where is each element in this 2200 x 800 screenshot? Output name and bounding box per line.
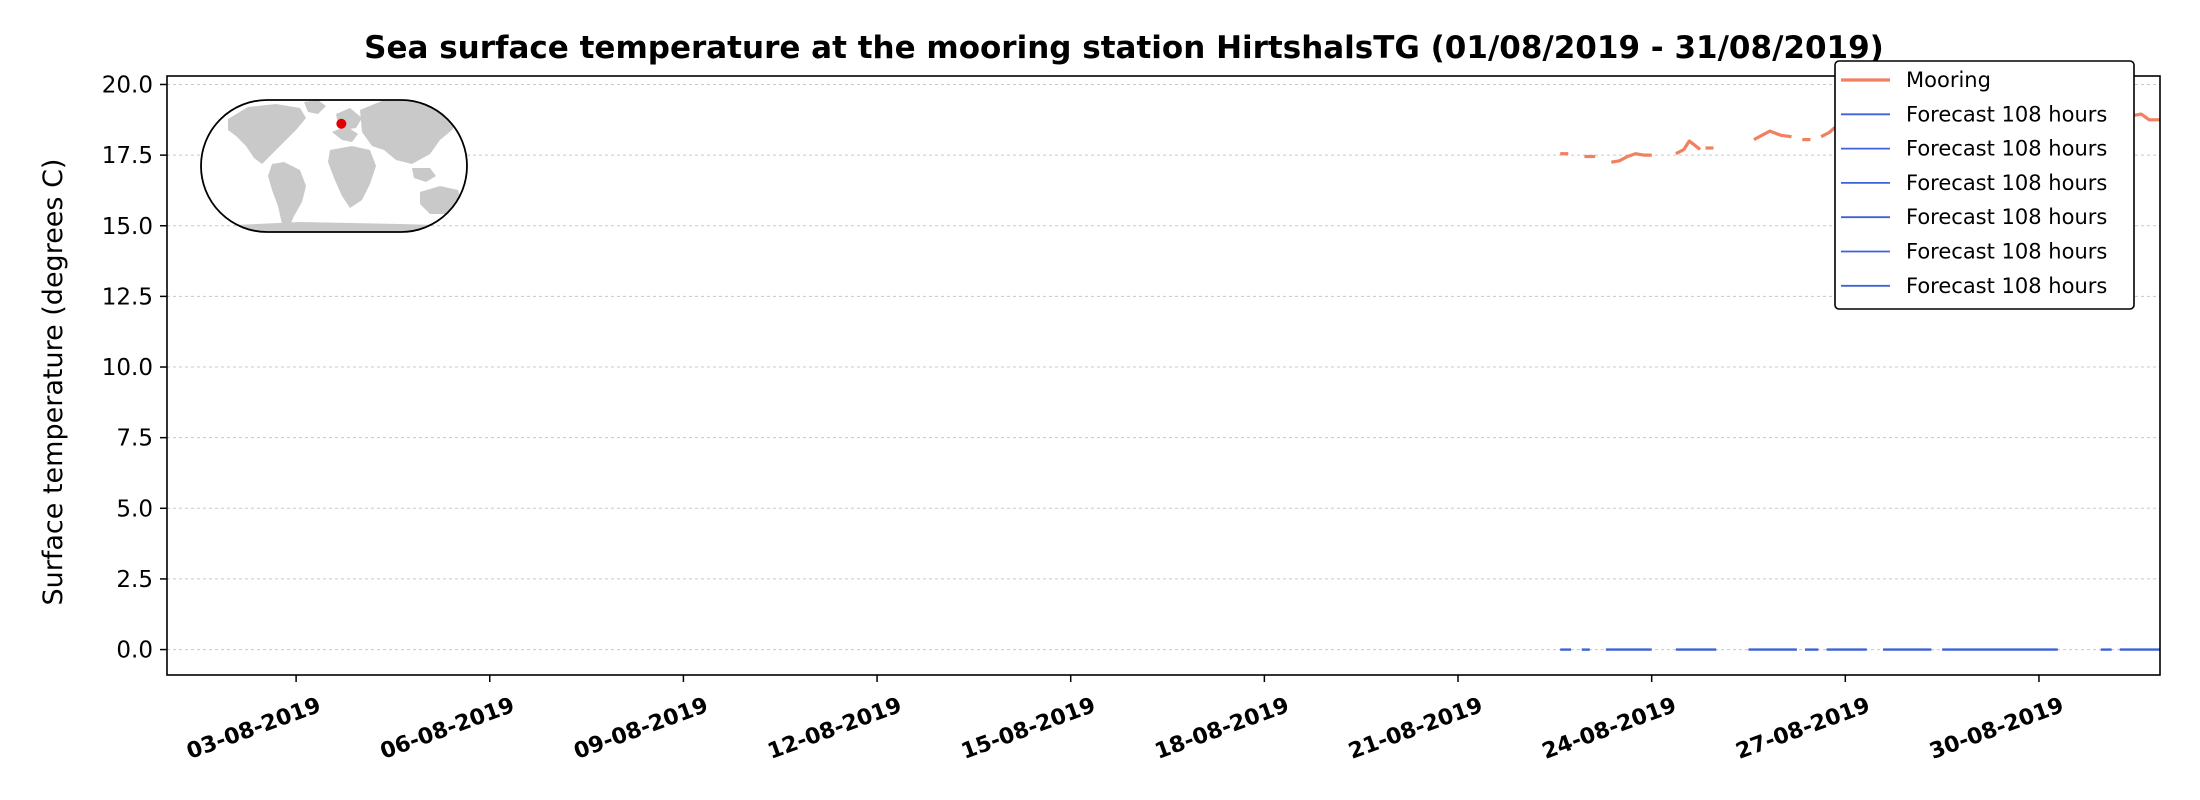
- x-tick-label: 09-08-2019: [571, 693, 712, 765]
- y-tick-label: 15.0: [102, 214, 153, 240]
- y-tick-label: 17.5: [102, 143, 153, 169]
- y-tick-label: 20.0: [102, 72, 153, 98]
- mooring-line-segment: [1675, 139, 1702, 156]
- y-tick-label: 5.0: [116, 496, 153, 522]
- x-tick-label: 15-08-2019: [958, 693, 1099, 765]
- station-marker-icon: [336, 118, 347, 129]
- mooring-line-segment: [1611, 152, 1652, 164]
- x-tick-label: 12-08-2019: [764, 693, 905, 765]
- x-tick-label: 21-08-2019: [1345, 693, 1486, 765]
- legend-label: Forecast 108 hours: [1906, 171, 2107, 195]
- y-tick-label: 0.0: [116, 638, 153, 664]
- land-shape: [228, 104, 306, 164]
- legend-label: Forecast 108 hours: [1906, 274, 2107, 298]
- plot-frame: [166, 75, 2161, 676]
- land-shape: [332, 126, 358, 142]
- x-tick-label: 30-08-2019: [1926, 693, 2067, 765]
- land-shape: [214, 222, 467, 232]
- x-tick-label: 18-08-2019: [1152, 693, 1293, 765]
- y-tick-label: 7.5: [116, 426, 153, 452]
- x-tick-label: 06-08-2019: [377, 693, 518, 765]
- y-tick-label: 12.5: [102, 284, 153, 310]
- x-tick-label: 24-08-2019: [1539, 693, 1680, 765]
- chart-title: Sea surface temperature at the mooring s…: [364, 30, 1884, 66]
- legend-label: Forecast 108 hours: [1906, 240, 2107, 264]
- y-axis-label: Surface temperature (degrees C): [38, 159, 69, 606]
- land-shape: [304, 100, 326, 114]
- y-axis: 0.0 2.5 5.0 7.5 10.0 12.5 15.0 17.5 20.0: [102, 72, 167, 664]
- map-border: [200, 99, 468, 233]
- land-shape: [360, 100, 462, 164]
- x-tick-label: 03-08-2019: [183, 693, 324, 765]
- inset-map: [200, 99, 478, 233]
- legend: Mooring Forecast 108 hours Forecast 108 ho…: [1834, 60, 2135, 310]
- land-shape: [420, 186, 462, 214]
- grid: [167, 83, 2160, 651]
- mooring-line-segment: [1753, 129, 1792, 142]
- land-shape: [328, 146, 376, 208]
- legend-label: Forecast 108 hours: [1906, 137, 2107, 161]
- x-axis: 03-08-2019 06-08-2019 09-08-2019 12-08-2019…: [183, 675, 2067, 765]
- legend-label: Forecast 108 hours: [1906, 205, 2107, 229]
- mooring-line-segment: [2132, 112, 2160, 122]
- legend-label: Mooring: [1906, 68, 1991, 92]
- y-tick-label: 2.5: [116, 567, 153, 593]
- land-shape: [470, 206, 478, 220]
- land-shape: [268, 162, 306, 230]
- y-tick-label: 10.0: [102, 355, 153, 381]
- land-shape: [412, 168, 436, 182]
- x-tick-label: 27-08-2019: [1733, 693, 1874, 765]
- legend-label: Forecast 108 hours: [1906, 102, 2107, 126]
- legend-box: [1834, 60, 2135, 310]
